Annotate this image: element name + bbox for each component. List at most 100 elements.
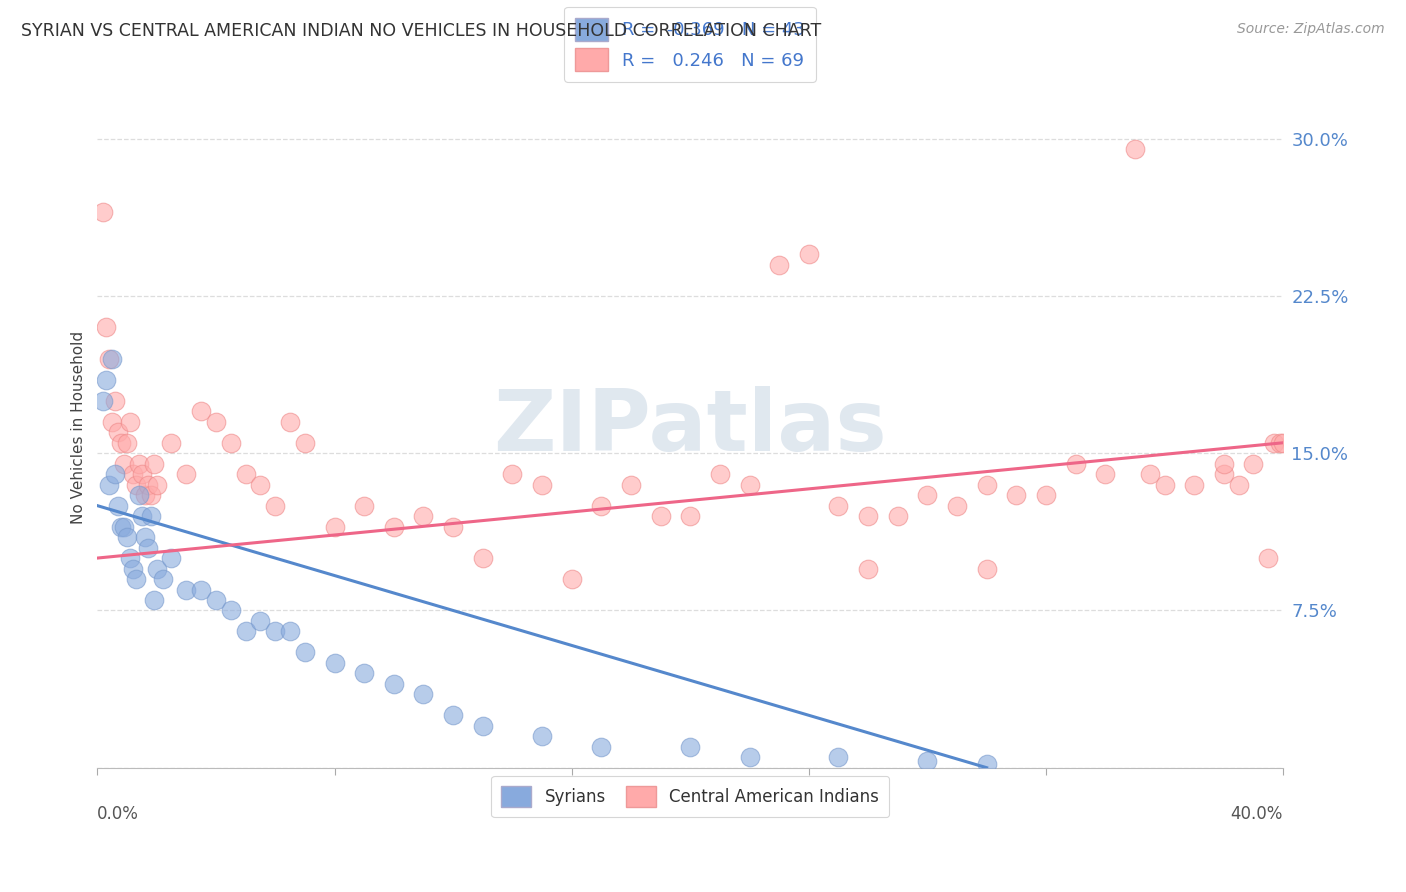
Point — [1263, 435, 1285, 450]
Legend: Syrians, Central American Indians: Syrians, Central American Indians — [491, 776, 889, 817]
Point — [122, 561, 145, 575]
Point — [1139, 467, 1161, 482]
Point — [264, 624, 287, 639]
Point — [131, 467, 153, 482]
Point — [650, 509, 672, 524]
Point — [917, 755, 939, 769]
Point — [471, 719, 494, 733]
Point — [96, 373, 118, 387]
Point — [98, 477, 121, 491]
Point — [323, 519, 346, 533]
Point — [104, 467, 127, 482]
Point — [145, 477, 167, 491]
Point — [104, 393, 127, 408]
Point — [412, 687, 434, 701]
Point — [264, 499, 287, 513]
Point — [501, 467, 523, 482]
Point — [1153, 477, 1175, 491]
Point — [441, 708, 464, 723]
Point — [190, 404, 212, 418]
Point — [561, 572, 583, 586]
Point — [1212, 467, 1234, 482]
Point — [278, 624, 301, 639]
Point — [620, 477, 643, 491]
Point — [591, 499, 613, 513]
Point — [174, 467, 197, 482]
Point — [142, 457, 165, 471]
Point — [887, 509, 910, 524]
Point — [946, 499, 969, 513]
Point — [190, 582, 212, 597]
Point — [145, 561, 167, 575]
Point — [1094, 467, 1116, 482]
Point — [323, 656, 346, 670]
Point — [294, 435, 316, 450]
Point — [679, 739, 702, 754]
Point — [1064, 457, 1087, 471]
Point — [441, 519, 464, 533]
Point — [353, 499, 375, 513]
Point — [530, 729, 553, 743]
Point — [412, 509, 434, 524]
Point — [118, 415, 141, 429]
Point — [1268, 435, 1291, 450]
Point — [856, 509, 879, 524]
Text: ZIPatlas: ZIPatlas — [494, 385, 887, 468]
Point — [738, 750, 761, 764]
Point — [101, 415, 124, 429]
Point — [294, 645, 316, 659]
Point — [101, 351, 124, 366]
Point — [122, 467, 145, 482]
Point — [136, 541, 159, 555]
Point — [235, 624, 257, 639]
Point — [591, 739, 613, 754]
Point — [917, 488, 939, 502]
Point — [96, 320, 118, 334]
Point — [768, 258, 790, 272]
Point — [160, 435, 183, 450]
Point — [91, 205, 114, 219]
Text: SYRIAN VS CENTRAL AMERICAN INDIAN NO VEHICLES IN HOUSEHOLD CORRELATION CHART: SYRIAN VS CENTRAL AMERICAN INDIAN NO VEH… — [21, 22, 821, 40]
Point — [125, 572, 148, 586]
Point — [139, 509, 162, 524]
Point — [128, 457, 150, 471]
Point — [382, 519, 405, 533]
Point — [1257, 551, 1279, 566]
Text: 40.0%: 40.0% — [1230, 805, 1284, 823]
Point — [128, 488, 150, 502]
Point — [827, 750, 849, 764]
Point — [112, 457, 135, 471]
Point — [115, 530, 138, 544]
Point — [205, 415, 228, 429]
Point — [1272, 435, 1295, 450]
Text: 0.0%: 0.0% — [97, 805, 139, 823]
Point — [91, 393, 114, 408]
Point — [174, 582, 197, 597]
Point — [738, 477, 761, 491]
Point — [219, 435, 242, 450]
Point — [160, 551, 183, 566]
Point — [1123, 142, 1146, 156]
Point — [856, 561, 879, 575]
Point — [107, 499, 129, 513]
Point — [249, 477, 271, 491]
Point — [709, 467, 731, 482]
Point — [530, 477, 553, 491]
Point — [249, 614, 271, 628]
Point — [136, 477, 159, 491]
Point — [142, 593, 165, 607]
Point — [98, 351, 121, 366]
Text: Source: ZipAtlas.com: Source: ZipAtlas.com — [1237, 22, 1385, 37]
Point — [118, 551, 141, 566]
Point — [152, 572, 174, 586]
Point — [115, 435, 138, 450]
Point — [1227, 477, 1250, 491]
Point — [827, 499, 849, 513]
Point — [679, 509, 702, 524]
Point — [110, 435, 132, 450]
Point — [112, 519, 135, 533]
Point — [235, 467, 257, 482]
Point — [382, 677, 405, 691]
Y-axis label: No Vehicles in Household: No Vehicles in Household — [72, 330, 86, 524]
Point — [219, 603, 242, 617]
